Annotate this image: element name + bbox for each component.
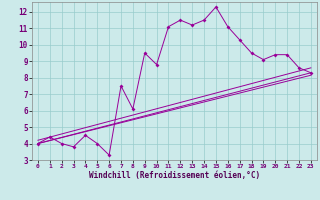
X-axis label: Windchill (Refroidissement éolien,°C): Windchill (Refroidissement éolien,°C) [89,171,260,180]
